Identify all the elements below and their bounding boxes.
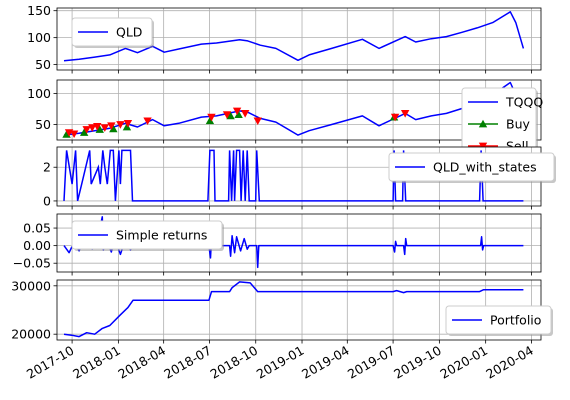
legend-label: Simple returns [116, 228, 207, 243]
panel-3: 0 2 QLD_with_states [43, 146, 556, 210]
legend-label: QLD [116, 25, 142, 40]
axes-frame [56, 213, 542, 273]
y-tick-label: 50 [35, 117, 51, 132]
sell-marker [207, 113, 216, 122]
y-tick-label: 100 [27, 86, 51, 101]
legend-box [388, 152, 555, 182]
y-tick-label: 50 [35, 57, 51, 72]
y-tick-label: 0 [43, 193, 51, 208]
legend-label: Portfolio [490, 313, 541, 328]
legend-box [71, 17, 153, 47]
legend: QLD [71, 17, 154, 48]
x-tick-label: 2020-01 [437, 343, 490, 382]
buy-marker [205, 116, 215, 125]
sell-marker [116, 121, 125, 129]
series-layer [63, 11, 525, 62]
axes-frame [56, 7, 542, 71]
panel-4: −0.05 0.00 0.05 Simple returns [13, 213, 542, 276]
sell-marker [88, 124, 97, 132]
sell-marker [69, 130, 79, 139]
y-tick-label: 2 [43, 160, 51, 175]
legend-marker [478, 119, 488, 128]
legend-box [445, 305, 552, 335]
y-tick-label: −0.05 [13, 256, 51, 271]
x-tick-label: 2019-10 [391, 343, 444, 382]
panel-5: 20000 30000 Portfolio [11, 278, 553, 344]
x-tick-label: 2019-07 [345, 343, 398, 382]
x-tick-label: 2019-01 [254, 343, 307, 382]
buy-marker [79, 128, 89, 136]
legend-marker [478, 142, 488, 151]
legend-label: QLD_with_states [433, 160, 537, 175]
sell-marker [93, 123, 102, 131]
series-layer [63, 281, 524, 338]
x-tick-label: 2017-10 [24, 343, 77, 382]
sell-marker [107, 122, 116, 130]
x-tick-label: 2018-07 [161, 343, 214, 382]
legend-label: TQQQ [505, 95, 543, 110]
legend: QLD_with_states [388, 152, 556, 183]
y-tick-label: 0.00 [23, 238, 51, 253]
buy-marker [109, 124, 118, 133]
series-line-qld [63, 11, 525, 62]
y-tick-label: 30000 [11, 278, 51, 293]
sell-marker [143, 117, 152, 126]
sell-marker [400, 110, 410, 118]
sell-marker [240, 110, 250, 118]
buy-marker [122, 122, 132, 131]
sell-marker [390, 113, 400, 122]
sell-marker [123, 119, 133, 128]
legend-box [71, 220, 223, 250]
x-tick-label: 2018-10 [207, 343, 260, 382]
x-tick-label: 2018-01 [70, 343, 123, 382]
plot-area [57, 80, 541, 140]
y-tick-label: 100 [27, 30, 51, 45]
sell-marker [100, 124, 109, 132]
sell-marker [82, 126, 91, 134]
x-tick-label: 2018-04 [115, 343, 168, 382]
legend: Simple returns [71, 220, 224, 251]
legend-label: Buy [506, 117, 530, 132]
y-tick-label: 0.05 [23, 221, 51, 236]
y-tick-label: 20000 [11, 327, 51, 342]
series-line-portfolio [63, 281, 524, 338]
y-tick-label: 150 [27, 3, 51, 18]
sell-marker [222, 111, 232, 119]
sell-marker [253, 117, 262, 126]
legend: Portfolio [445, 305, 553, 336]
x-tick-label: 2020-04 [483, 343, 536, 382]
panel-1: 50 100 150 QLD [27, 3, 542, 74]
buy-marker [95, 125, 104, 133]
buy-marker [226, 111, 235, 120]
buy-marker [234, 110, 243, 118]
sell-marker [232, 107, 242, 116]
x-tick-label: 2019-04 [299, 343, 352, 382]
axes-frame [56, 79, 542, 141]
